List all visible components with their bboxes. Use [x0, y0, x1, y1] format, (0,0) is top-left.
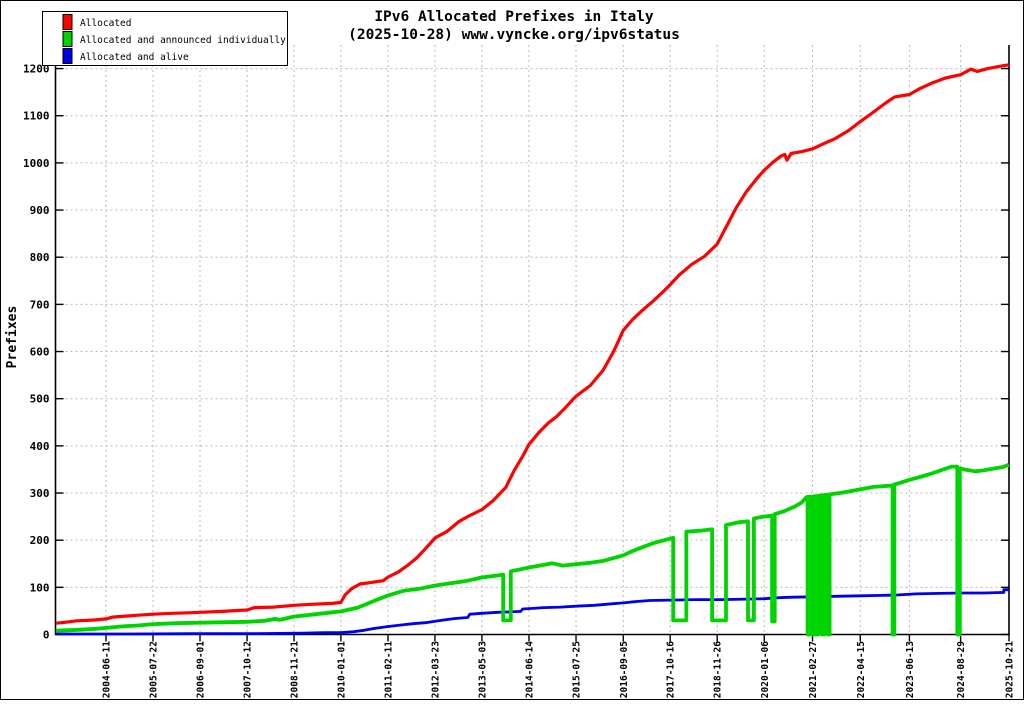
y-tick-label: 500	[30, 393, 50, 406]
x-tick-label: 2018-11-26	[713, 641, 724, 698]
legend-label-alive: Allocated and alive	[80, 52, 189, 63]
x-tick-label: 2023-06-13	[905, 641, 916, 698]
x-tick-label: 2016-09-05	[619, 641, 630, 698]
legend-swatch-allocated	[62, 14, 73, 30]
y-tick-label: 600	[30, 346, 50, 359]
y-tick-label: 1100	[23, 110, 50, 123]
series-line-1	[56, 462, 1010, 637]
y-tick-label: 0	[43, 629, 50, 642]
x-tick-label: 2022-04-15	[856, 641, 867, 698]
y-tick-label: 800	[30, 251, 50, 264]
series-line-0	[56, 63, 1010, 625]
plot-border	[54, 45, 1010, 636]
x-tick-label: 2008-11-21	[290, 641, 301, 698]
x-tick-label: 2020-01-06	[760, 641, 771, 698]
tick-labels: 0100200300400500600700800900100011001200…	[23, 63, 1016, 699]
series-line-2	[56, 588, 1009, 636]
y-tick-label: 200	[30, 534, 50, 547]
y-tick-label: 1000	[23, 157, 50, 170]
x-tick-label: 2010-01-01	[336, 641, 347, 698]
x-tick-label: 2024-08-29	[956, 641, 967, 698]
y-tick-label: 300	[30, 487, 50, 500]
x-tick-label: 2005-07-22	[148, 641, 159, 698]
y-tick-label: 700	[30, 298, 50, 311]
legend: Allocated Allocated and announced indivi…	[42, 11, 288, 66]
legend-swatch-announced	[62, 31, 73, 47]
x-tick-label: 2012-03-23	[430, 641, 441, 698]
y-tick-label: 900	[30, 204, 50, 217]
y-tick-label: 400	[30, 440, 50, 453]
y-axis-label: Prefixes	[5, 306, 20, 369]
x-tick-label: 2006-09-01	[196, 641, 207, 698]
x-tick-label: 2014-06-14	[524, 641, 535, 698]
x-tick-label: 2004-06-11	[101, 641, 112, 698]
legend-label-allocated: Allocated	[80, 18, 131, 29]
legend-box	[42, 11, 288, 66]
x-tick-label: 2017-10-16	[666, 641, 677, 698]
legend-swatch-alive	[62, 48, 73, 64]
x-tick-label: 2025-10-21	[1005, 641, 1016, 698]
x-tick-label: 2013-05-03	[477, 641, 488, 698]
legend-label-announced: Allocated and announced individually	[80, 35, 286, 46]
x-tick-label: 2007-10-12	[243, 641, 254, 698]
x-tick-label: 2021-02-27	[808, 641, 819, 698]
data-series	[56, 63, 1010, 637]
chart-subtitle: (2025-10-28) www.vyncke.org/ipv6status	[348, 27, 680, 43]
y-tick-label: 100	[30, 581, 50, 594]
chart-title: IPv6 Allocated Prefixes in Italy	[374, 9, 654, 25]
x-tick-label: 2015-07-25	[572, 641, 583, 698]
x-tick-label: 2011-02-11	[384, 641, 395, 698]
